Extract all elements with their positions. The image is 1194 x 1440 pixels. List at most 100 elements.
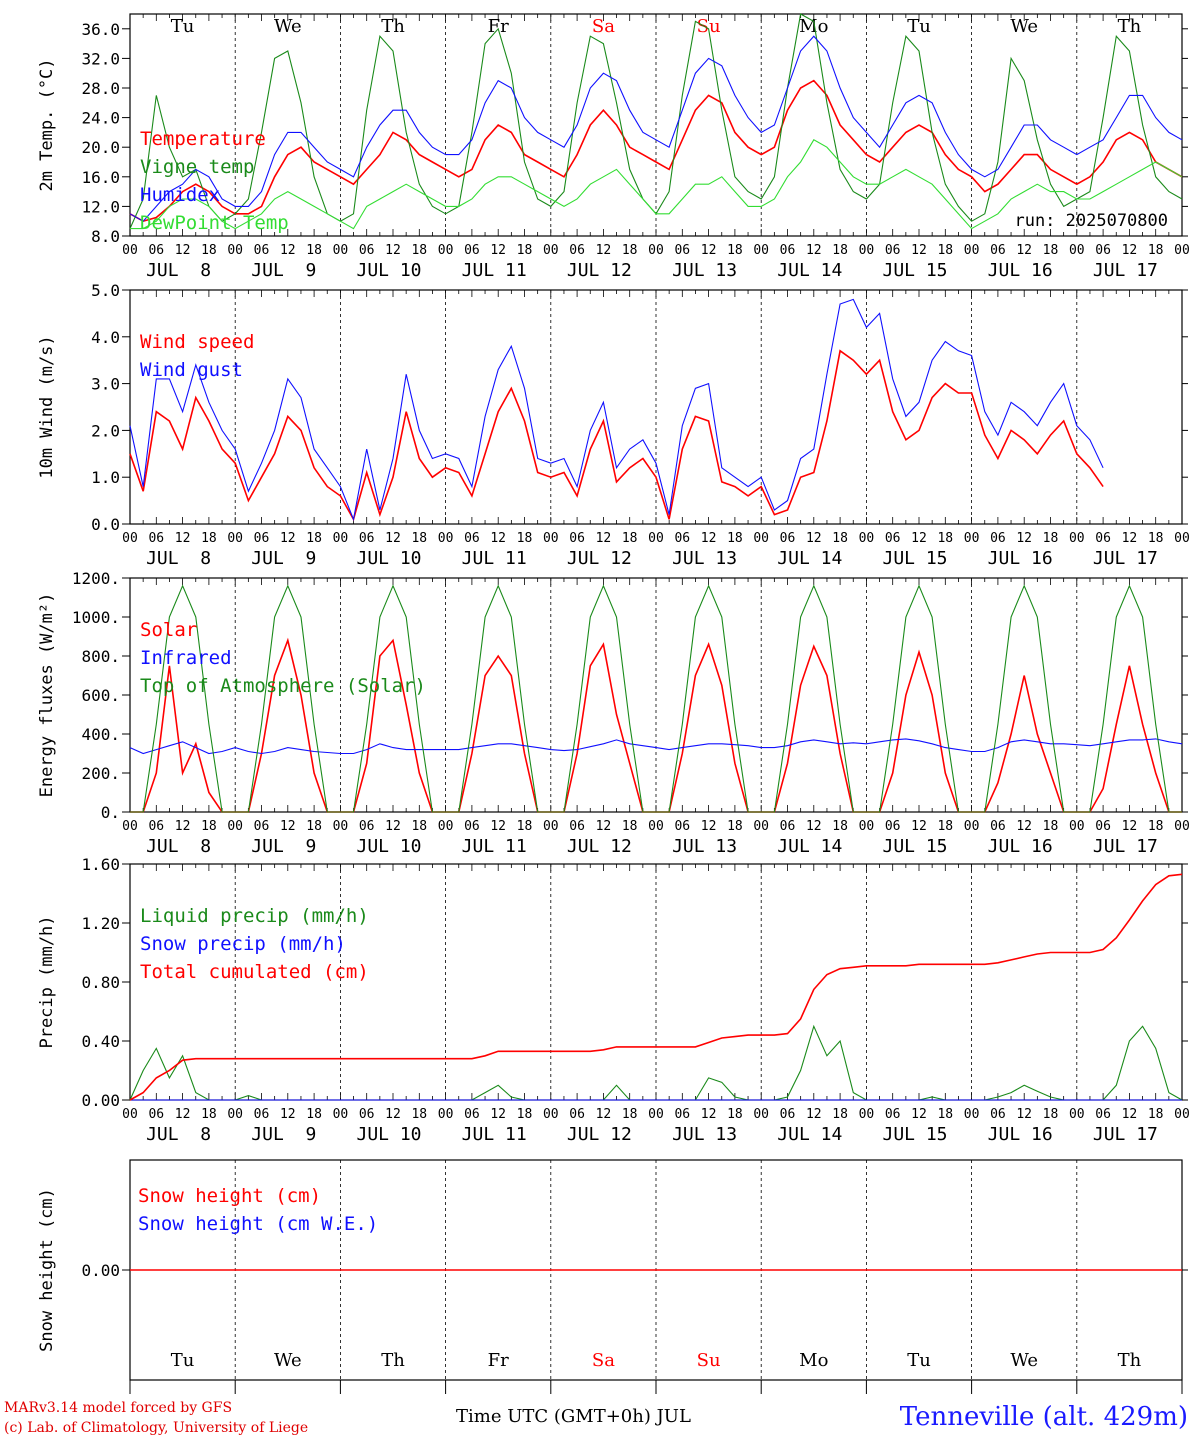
weekday-label: Th: [381, 1350, 405, 1371]
series-line-energy-1: [129, 738, 1183, 755]
hour-tick-label: 18: [1043, 1107, 1059, 1122]
legend-entry: Humidex: [140, 184, 220, 206]
hour-tick-label: 18: [517, 531, 533, 546]
hour-tick-label: 18: [937, 243, 953, 258]
hour-tick-label: 00: [333, 1107, 349, 1122]
hour-tick-label: 00: [438, 243, 454, 258]
date-label: JUL 8: [146, 260, 211, 281]
date-label: JUL 12: [567, 1124, 632, 1145]
weekday-label: Su: [697, 1350, 721, 1371]
y-tick-label: 200.: [81, 764, 120, 783]
date-label: JUL 14: [777, 836, 842, 857]
hour-tick-label: 12: [175, 243, 191, 258]
hour-tick-label: 12: [806, 1107, 822, 1122]
hour-tick-label: 00: [964, 243, 980, 258]
hour-tick-label: 12: [596, 531, 612, 546]
hour-tick-label: 00: [543, 531, 559, 546]
series-line-precip-2: [129, 873, 1183, 1101]
series-line-temperature-2: [129, 35, 1183, 222]
hour-tick-label: 12: [280, 243, 296, 258]
hour-tick-label: 06: [464, 1107, 480, 1122]
y-tick-label: 12.0: [81, 197, 120, 216]
hour-tick-label: 06: [359, 243, 375, 258]
date-label: JUL 10: [356, 836, 421, 857]
model-credit: MARv3.14 model forced by GFS: [4, 1400, 233, 1416]
hour-tick-label: 00: [753, 819, 769, 834]
hour-tick-label: 06: [254, 531, 270, 546]
hour-tick-label: 00: [333, 819, 349, 834]
hour-tick-label: 12: [806, 531, 822, 546]
y-tick-label: 32.0: [81, 49, 120, 68]
date-label: JUL 11: [462, 260, 527, 281]
hour-tick-label: 12: [701, 531, 717, 546]
date-label: JUL 11: [462, 1124, 527, 1145]
hour-tick-label: 18: [1148, 819, 1164, 834]
weekday-label: We: [1010, 16, 1038, 37]
hour-tick-label: 00: [1069, 531, 1085, 546]
meteogram: 00 06 12 18 JUL 8 00 06 12 18 JUL 9 00 06 12 18 JUL 10…: [37, 13, 1190, 1394]
hour-tick-label: 12: [175, 531, 191, 546]
hour-tick-label: 18: [1148, 531, 1164, 546]
hour-tick-label: 00: [859, 1107, 875, 1122]
hour-tick-label: 06: [990, 531, 1006, 546]
y-tick-label: 0.00: [81, 1091, 120, 1110]
hour-tick-label: 18: [517, 243, 533, 258]
hour-tick-label: 18: [937, 819, 953, 834]
y-tick-label: 28.0: [81, 79, 120, 98]
y-tick-label: 0.40: [81, 1032, 120, 1051]
date-label: JUL 9: [251, 260, 316, 281]
date-label: JUL 10: [356, 548, 421, 569]
date-label: JUL 15: [882, 1124, 947, 1145]
date-label: JUL 12: [567, 548, 632, 569]
legend-entry: Vigne temp: [140, 156, 254, 178]
hour-tick-label: 18: [727, 1107, 743, 1122]
series-line-energy-0: [130, 637, 1182, 813]
legend-entry: Top of Atmosphere (Solar): [140, 675, 426, 697]
hour-tick-label: 06: [1095, 243, 1111, 258]
hour-tick-label: 00: [648, 243, 664, 258]
hour-tick-label: 18: [622, 819, 638, 834]
hour-tick-label: 00: [1174, 1107, 1190, 1122]
hour-tick-label: 00: [1069, 819, 1085, 834]
hour-tick-label: 06: [569, 1107, 585, 1122]
y-tick-label: 800.: [81, 647, 120, 666]
y-tick-label: 0.00: [81, 1261, 120, 1280]
hour-tick-label: 06: [990, 819, 1006, 834]
hour-tick-label: 00: [1174, 819, 1190, 834]
hour-tick-label: 18: [411, 819, 427, 834]
hour-tick-label: 18: [517, 1107, 533, 1122]
legend-entry: Total cumulated (cm): [140, 961, 369, 983]
y-tick-label: 36.0: [81, 20, 120, 39]
hour-tick-label: 12: [701, 819, 717, 834]
date-label: JUL 15: [882, 548, 947, 569]
date-label: JUL 17: [1093, 548, 1158, 569]
hour-tick-label: 06: [674, 1107, 690, 1122]
hour-tick-label: 06: [990, 1107, 1006, 1122]
hour-tick-label: 00: [122, 819, 138, 834]
date-label: JUL 12: [567, 836, 632, 857]
hour-tick-label: 06: [569, 819, 585, 834]
series-line-temperature-0: [129, 79, 1183, 223]
date-label: JUL 17: [1093, 836, 1158, 857]
hour-tick-label: 18: [622, 243, 638, 258]
hour-tick-label: 06: [464, 243, 480, 258]
hour-tick-label: 00: [859, 531, 875, 546]
hour-tick-label: 12: [701, 243, 717, 258]
hour-tick-label: 06: [148, 819, 164, 834]
y-tick-label: 1.20: [81, 914, 120, 933]
hour-tick-label: 18: [727, 819, 743, 834]
hour-tick-label: 00: [438, 1107, 454, 1122]
legend-entry: Temperature: [140, 128, 266, 150]
date-label: JUL 14: [777, 260, 842, 281]
hour-tick-label: 12: [911, 531, 927, 546]
hour-tick-label: 06: [780, 531, 796, 546]
hour-tick-label: 06: [148, 1107, 164, 1122]
date-label: JUL 12: [567, 260, 632, 281]
hour-tick-label: 00: [543, 819, 559, 834]
hour-tick-label: 18: [411, 1107, 427, 1122]
date-label: JUL 17: [1093, 260, 1158, 281]
hour-tick-label: 12: [1016, 1107, 1032, 1122]
y-tick-label: 0.80: [81, 973, 120, 992]
date-label: JUL 13: [672, 548, 737, 569]
hour-tick-label: 18: [1043, 531, 1059, 546]
